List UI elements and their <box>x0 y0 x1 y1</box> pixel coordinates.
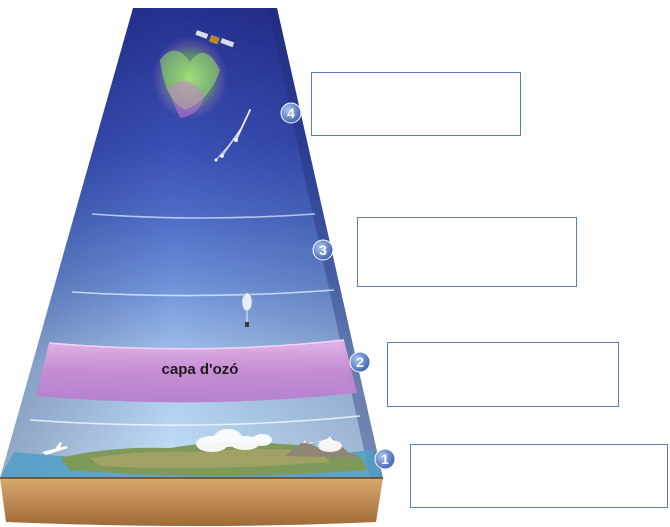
meteors <box>215 109 251 161</box>
marker-4: 4 <box>280 102 302 124</box>
meteor-heads <box>214 138 238 162</box>
boundary-line-stratopause <box>71 289 335 297</box>
weather-balloon-icon <box>241 292 253 327</box>
boundary-line-tropopause <box>29 415 361 426</box>
boundary-line-mesopause <box>91 213 316 219</box>
answer-box-3[interactable] <box>357 217 577 287</box>
svg-text:3: 3 <box>319 242 327 258</box>
svg-text:2: 2 <box>356 354 364 370</box>
answer-box-2[interactable] <box>387 342 619 407</box>
aurora <box>152 36 228 120</box>
answer-box-4[interactable] <box>311 72 521 136</box>
mountain-snow <box>302 436 334 444</box>
ozone-layer-band <box>36 340 357 403</box>
answer-box-1[interactable] <box>410 444 668 508</box>
clouds <box>196 429 342 452</box>
marker-2: 2 <box>349 351 371 373</box>
svg-text:4: 4 <box>287 105 295 121</box>
airplane-icon <box>42 442 68 455</box>
satellite-icon <box>195 30 235 48</box>
ozone-layer-label: capa d'ozó <box>162 361 239 378</box>
ground-base <box>0 478 383 526</box>
marker-3: 3 <box>312 239 334 261</box>
svg-text:1: 1 <box>381 451 389 467</box>
marker-1: 1 <box>374 448 396 470</box>
ozone-layer-top-edge <box>48 339 345 350</box>
earth-surface-land-highlight <box>90 449 330 469</box>
